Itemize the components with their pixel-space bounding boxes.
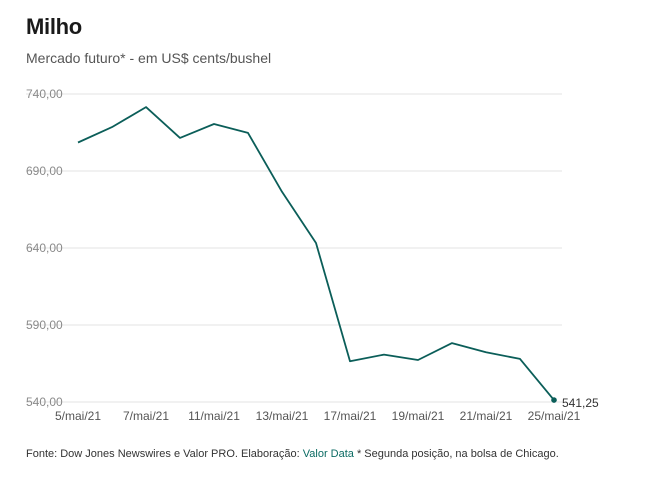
- y-tick-label: 640,00: [26, 241, 63, 255]
- source-brand-link[interactable]: Valor Data: [302, 448, 354, 460]
- x-tick-label: 11/mai/21: [188, 409, 240, 423]
- x-tick-label: 25/mai/21: [528, 409, 581, 423]
- series-line: [77, 106, 555, 401]
- y-tick-label: 740,00: [26, 87, 63, 101]
- chart-title: Milho: [26, 14, 82, 39]
- source-suffix: * Segunda posição, na bolsa de Chicago.: [353, 448, 559, 460]
- x-tick-label: 5/mai/21: [55, 409, 101, 423]
- source-note: Fonte: Dow Jones Newswires e Valor PRO. …: [26, 448, 559, 460]
- end-value-label: 541,25: [562, 396, 599, 410]
- end-point: [551, 397, 557, 403]
- y-tick-label: 540,00: [26, 395, 63, 409]
- x-tick-label: 13/mai/21: [256, 409, 309, 423]
- x-tick-label: 21/mai/21: [460, 409, 513, 423]
- source-prefix: Fonte: Dow Jones Newswires e Valor PRO. …: [26, 448, 303, 460]
- chart-subtitle: Mercado futuro* - em US$ cents/bushel: [26, 50, 272, 66]
- line-chart: 740,00 690,00 640,00 590,00 540,005/mai/21 7/…: [26, 87, 599, 423]
- x-tick-label: 19/mai/21: [392, 409, 445, 423]
- x-tick-label: 17/mai/21: [324, 409, 377, 423]
- y-tick-label: 690,00: [26, 164, 63, 178]
- x-tick-label: 7/mai/21: [123, 409, 169, 423]
- y-tick-label: 590,00: [26, 318, 63, 332]
